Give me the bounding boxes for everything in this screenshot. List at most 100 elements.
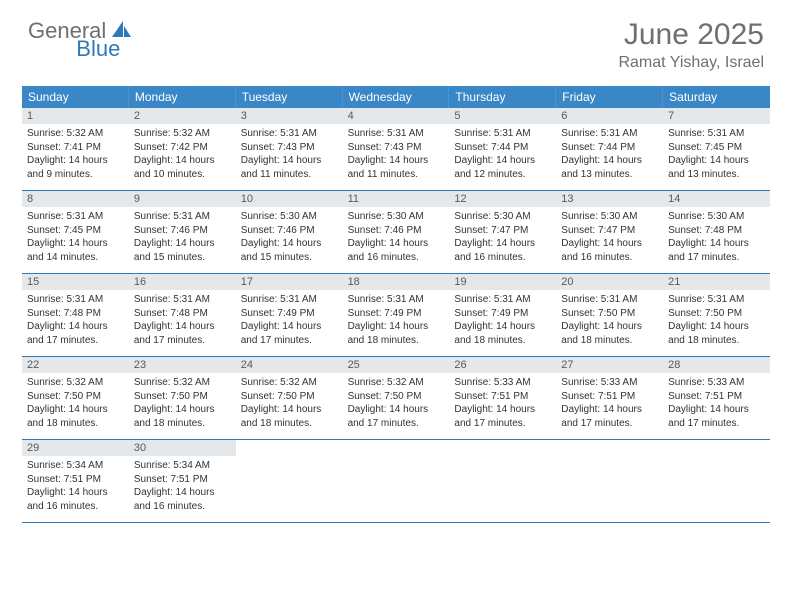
day-number: 9 (129, 191, 236, 207)
day-number: 29 (22, 440, 129, 456)
day-body: Sunrise: 5:32 AMSunset: 7:42 PMDaylight:… (129, 124, 236, 185)
weekday-header: Saturday (663, 86, 770, 108)
sunset-line: Sunset: 7:47 PM (561, 224, 658, 238)
day-number: 19 (449, 274, 556, 290)
week-row: 29Sunrise: 5:34 AMSunset: 7:51 PMDayligh… (22, 440, 770, 523)
week-row: 15Sunrise: 5:31 AMSunset: 7:48 PMDayligh… (22, 274, 770, 357)
daylight-line: Daylight: 14 hours and 17 minutes. (27, 320, 124, 347)
day-number: 13 (556, 191, 663, 207)
day-cell: 2Sunrise: 5:32 AMSunset: 7:42 PMDaylight… (129, 108, 236, 190)
day-number: 23 (129, 357, 236, 373)
sunset-line: Sunset: 7:47 PM (454, 224, 551, 238)
daylight-line: Daylight: 14 hours and 16 minutes. (561, 237, 658, 264)
sunrise-line: Sunrise: 5:30 AM (348, 210, 445, 224)
daylight-line: Daylight: 14 hours and 13 minutes. (561, 154, 658, 181)
day-cell: 14Sunrise: 5:30 AMSunset: 7:48 PMDayligh… (663, 191, 770, 273)
page-header: General Blue June 2025 Ramat Yishay, Isr… (0, 0, 792, 80)
sunrise-line: Sunrise: 5:32 AM (348, 376, 445, 390)
day-cell: 9Sunrise: 5:31 AMSunset: 7:46 PMDaylight… (129, 191, 236, 273)
sunset-line: Sunset: 7:48 PM (134, 307, 231, 321)
sunrise-line: Sunrise: 5:30 AM (561, 210, 658, 224)
daylight-line: Daylight: 14 hours and 11 minutes. (241, 154, 338, 181)
empty-cell (556, 440, 663, 522)
sunrise-line: Sunrise: 5:31 AM (561, 293, 658, 307)
empty-cell (343, 440, 450, 522)
day-body: Sunrise: 5:31 AMSunset: 7:49 PMDaylight:… (343, 290, 450, 351)
sunrise-line: Sunrise: 5:33 AM (561, 376, 658, 390)
sunset-line: Sunset: 7:50 PM (348, 390, 445, 404)
weekday-header-row: SundayMondayTuesdayWednesdayThursdayFrid… (22, 86, 770, 108)
day-body: Sunrise: 5:31 AMSunset: 7:45 PMDaylight:… (22, 207, 129, 268)
sunrise-line: Sunrise: 5:34 AM (134, 459, 231, 473)
day-body: Sunrise: 5:31 AMSunset: 7:44 PMDaylight:… (556, 124, 663, 185)
day-number: 12 (449, 191, 556, 207)
sunrise-line: Sunrise: 5:31 AM (668, 293, 765, 307)
sunset-line: Sunset: 7:51 PM (454, 390, 551, 404)
day-body: Sunrise: 5:31 AMSunset: 7:44 PMDaylight:… (449, 124, 556, 185)
day-body: Sunrise: 5:31 AMSunset: 7:43 PMDaylight:… (236, 124, 343, 185)
daylight-line: Daylight: 14 hours and 16 minutes. (134, 486, 231, 513)
day-cell: 25Sunrise: 5:32 AMSunset: 7:50 PMDayligh… (343, 357, 450, 439)
day-number: 27 (556, 357, 663, 373)
weeks-container: 1Sunrise: 5:32 AMSunset: 7:41 PMDaylight… (22, 108, 770, 523)
daylight-line: Daylight: 14 hours and 16 minutes. (454, 237, 551, 264)
day-cell: 13 Sunrise: 5:30 AMSunset: 7:47 PMDayligh… (556, 191, 663, 273)
sunset-line: Sunset: 7:45 PM (27, 224, 124, 238)
logo-text-blue: Blue (76, 36, 120, 62)
sunrise-line: Sunrise: 5:31 AM (668, 127, 765, 141)
sunset-line: Sunset: 7:42 PM (134, 141, 231, 155)
day-number: 2 (129, 108, 236, 124)
daylight-line: Daylight: 14 hours and 18 minutes. (454, 320, 551, 347)
daylight-line: Daylight: 14 hours and 10 minutes. (134, 154, 231, 181)
day-cell: 24Sunrise: 5:32 AMSunset: 7:50 PMDayligh… (236, 357, 343, 439)
title-block: June 2025 Ramat Yishay, Israel (618, 18, 764, 72)
sunset-line: Sunset: 7:51 PM (27, 473, 124, 487)
day-cell: 29Sunrise: 5:34 AMSunset: 7:51 PMDayligh… (22, 440, 129, 522)
location-label: Ramat Yishay, Israel (618, 54, 764, 72)
day-number: 7 (663, 108, 770, 124)
daylight-line: Daylight: 14 hours and 17 minutes. (454, 403, 551, 430)
sunset-line: Sunset: 7:45 PM (668, 141, 765, 155)
day-body: Sunrise: 5:33 AMSunset: 7:51 PMDaylight:… (663, 373, 770, 434)
day-body: Sunrise: 5:31 AMSunset: 7:46 PMDaylight:… (129, 207, 236, 268)
day-body: Sunrise: 5:30 AMSunset: 7:46 PMDaylight:… (343, 207, 450, 268)
day-number: 10 (236, 191, 343, 207)
sunrise-line: Sunrise: 5:32 AM (134, 127, 231, 141)
weekday-header: Monday (129, 86, 236, 108)
daylight-line: Daylight: 14 hours and 18 minutes. (241, 403, 338, 430)
sunset-line: Sunset: 7:48 PM (668, 224, 765, 238)
sunrise-line: Sunrise: 5:31 AM (348, 127, 445, 141)
sunrise-line: Sunrise: 5:31 AM (348, 293, 445, 307)
day-cell: 27Sunrise: 5:33 AMSunset: 7:51 PMDayligh… (556, 357, 663, 439)
sunrise-line: Sunrise: 5:33 AM (668, 376, 765, 390)
sunset-line: Sunset: 7:48 PM (27, 307, 124, 321)
day-number: 18 (343, 274, 450, 290)
daylight-line: Daylight: 14 hours and 17 minutes. (561, 403, 658, 430)
day-cell: 8Sunrise: 5:31 AMSunset: 7:45 PMDaylight… (22, 191, 129, 273)
day-number: 16 (129, 274, 236, 290)
day-number: 3 (236, 108, 343, 124)
daylight-line: Daylight: 14 hours and 16 minutes. (348, 237, 445, 264)
day-number: 28 (663, 357, 770, 373)
day-body: Sunrise: 5:30 AMSunset: 7:46 PMDaylight:… (236, 207, 343, 268)
sunrise-line: Sunrise: 5:32 AM (241, 376, 338, 390)
logo: General Blue (28, 18, 182, 44)
day-number: 30 (129, 440, 236, 456)
sunrise-line: Sunrise: 5:31 AM (134, 293, 231, 307)
sunrise-line: Sunrise: 5:33 AM (454, 376, 551, 390)
daylight-line: Daylight: 14 hours and 13 minutes. (668, 154, 765, 181)
sunset-line: Sunset: 7:49 PM (348, 307, 445, 321)
day-cell: 26Sunrise: 5:33 AMSunset: 7:51 PMDayligh… (449, 357, 556, 439)
sunrise-line: Sunrise: 5:31 AM (454, 293, 551, 307)
day-cell: 1Sunrise: 5:32 AMSunset: 7:41 PMDaylight… (22, 108, 129, 190)
sunrise-line: Sunrise: 5:31 AM (27, 293, 124, 307)
day-body: Sunrise: 5:33 AMSunset: 7:51 PMDaylight:… (449, 373, 556, 434)
sunrise-line: Sunrise: 5:30 AM (454, 210, 551, 224)
day-body: Sunrise: 5:31 AMSunset: 7:48 PMDaylight:… (22, 290, 129, 351)
day-body: Sunrise: 5:31 AMSunset: 7:50 PMDaylight:… (556, 290, 663, 351)
week-row: 8Sunrise: 5:31 AMSunset: 7:45 PMDaylight… (22, 191, 770, 274)
day-cell: 5Sunrise: 5:31 AMSunset: 7:44 PMDaylight… (449, 108, 556, 190)
daylight-line: Daylight: 14 hours and 16 minutes. (27, 486, 124, 513)
day-cell: 10Sunrise: 5:30 AMSunset: 7:46 PMDayligh… (236, 191, 343, 273)
daylight-line: Daylight: 14 hours and 18 minutes. (348, 320, 445, 347)
